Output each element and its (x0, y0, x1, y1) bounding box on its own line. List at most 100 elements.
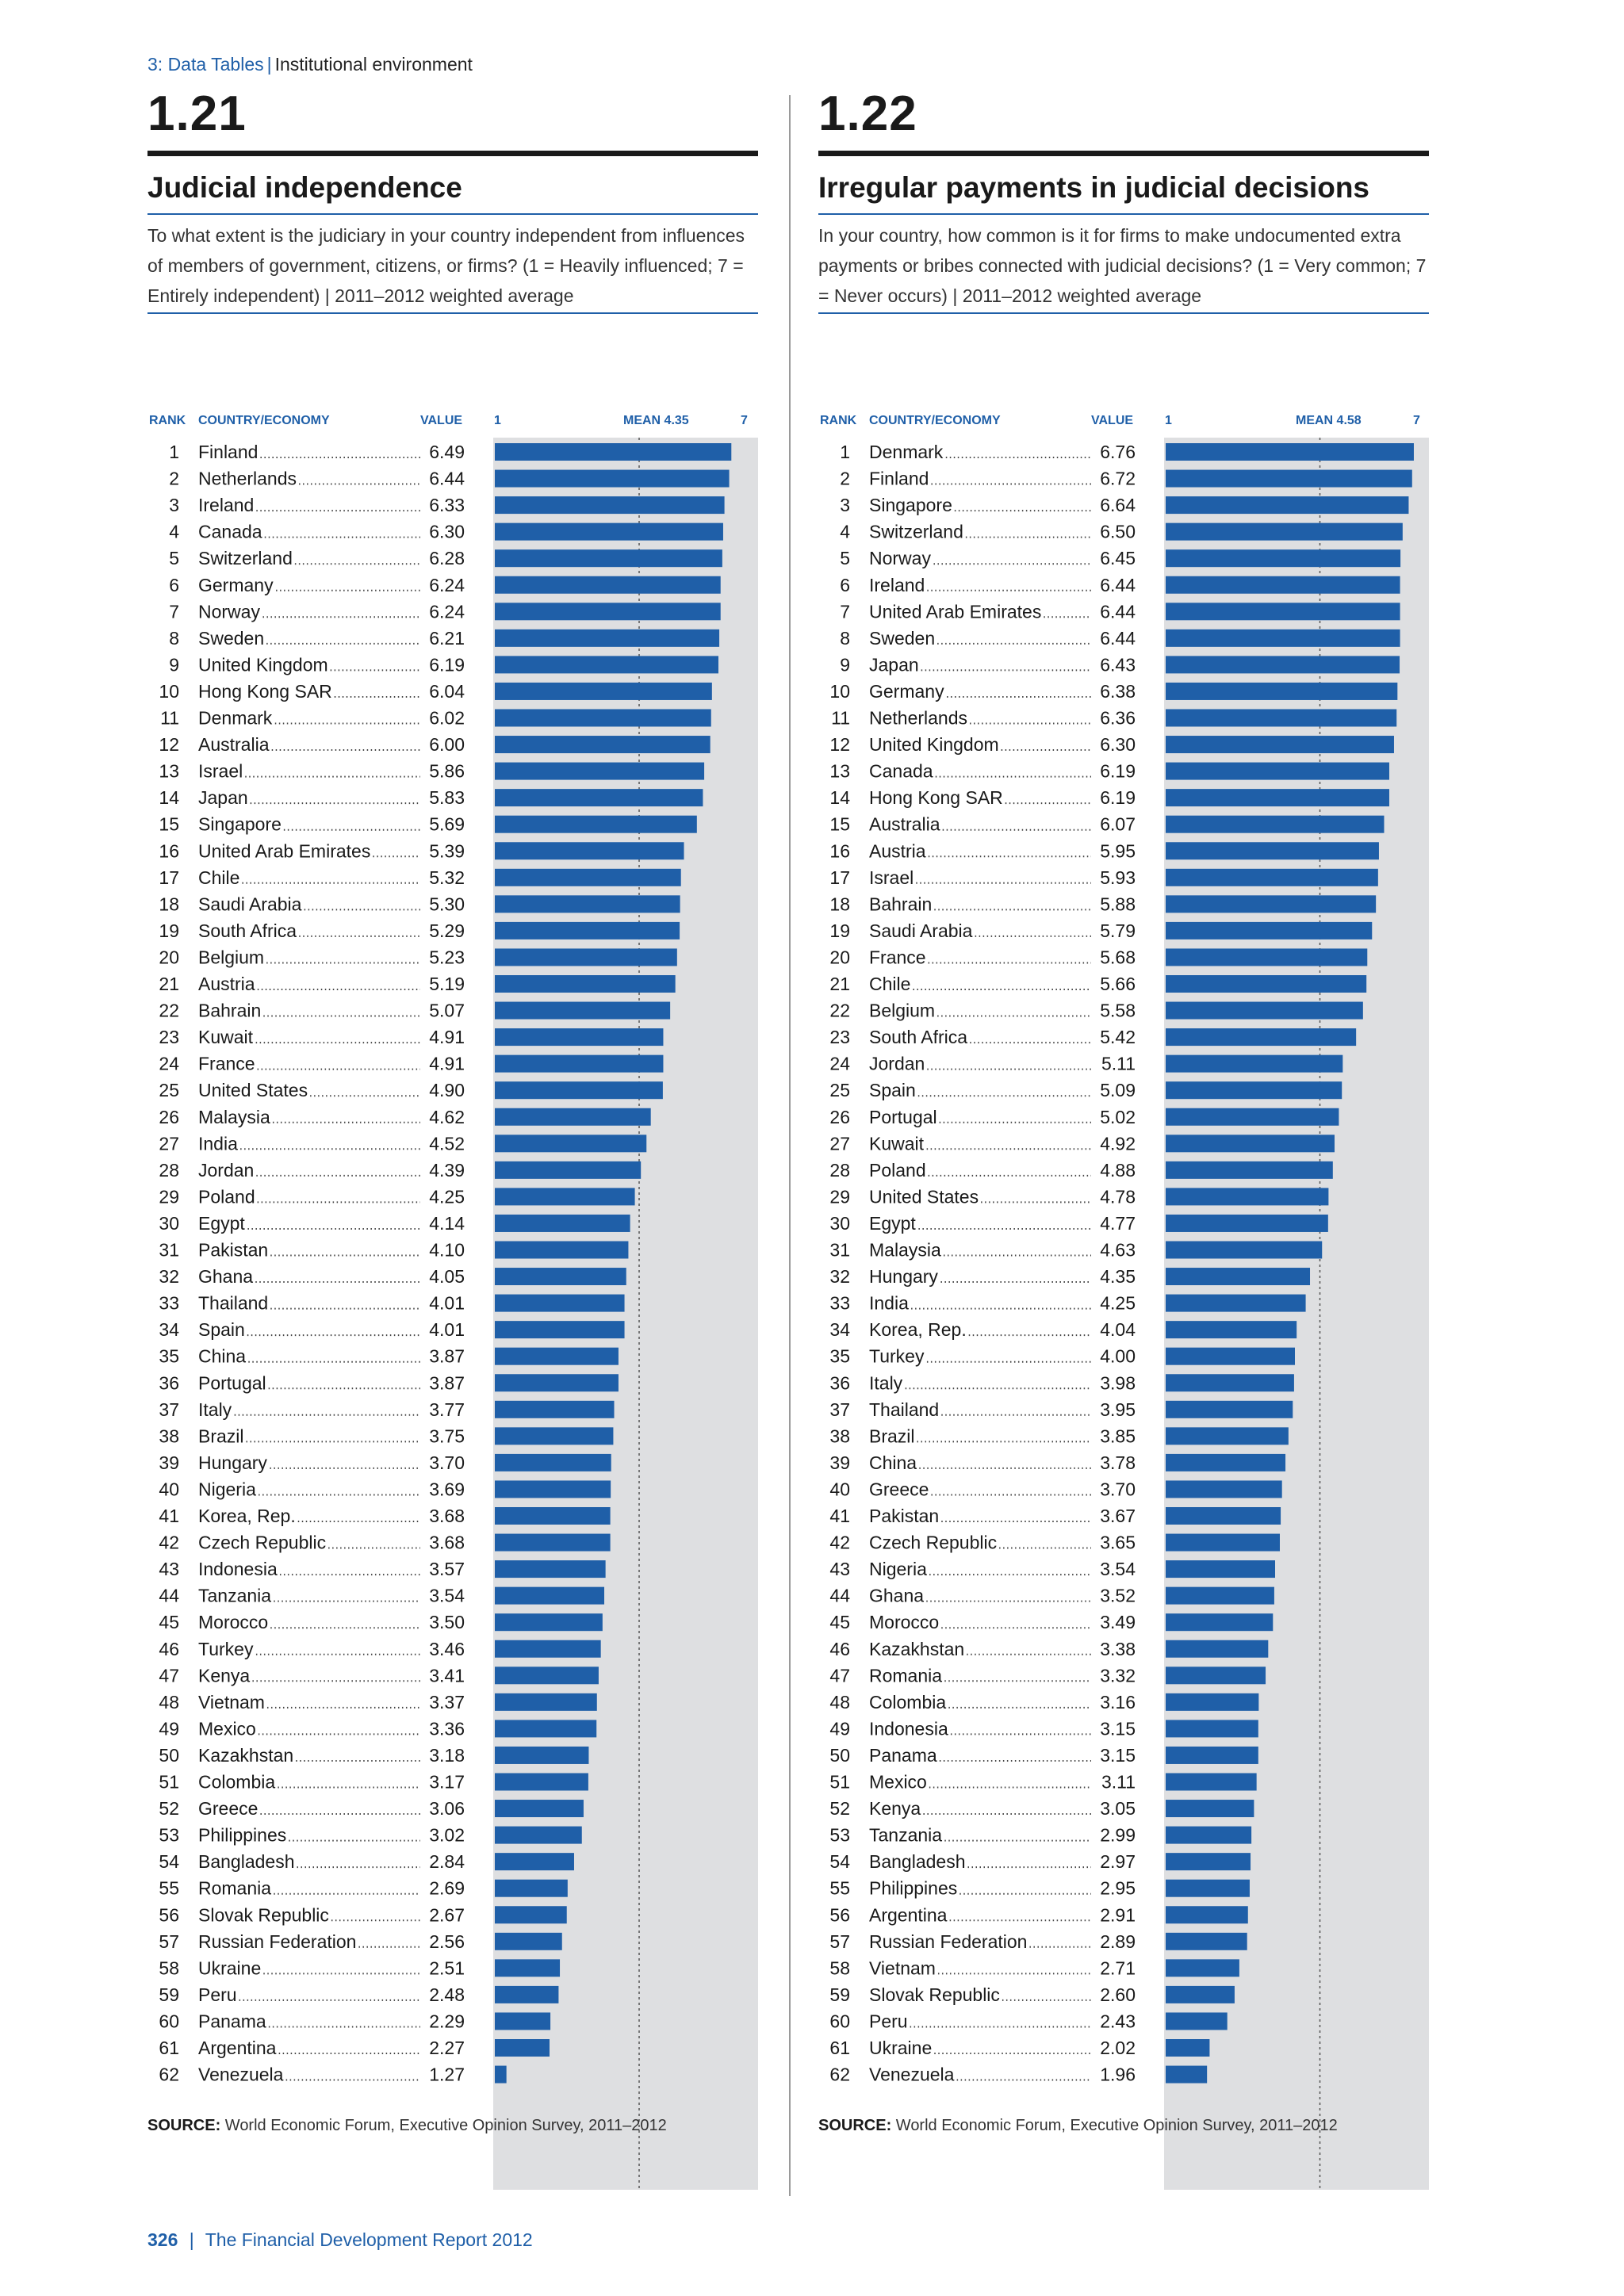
rank-label: 53 (159, 1825, 179, 1846)
value-label: 3.49 (1100, 1612, 1136, 1632)
value-label: 5.95 (1100, 840, 1136, 861)
rank-label: 4 (840, 522, 850, 542)
rank-label: 54 (159, 1851, 179, 1872)
value-label: 6.21 (429, 628, 465, 649)
rank-label: 13 (159, 761, 179, 782)
bar (1166, 1214, 1328, 1232)
value-label: 5.11 (1101, 1054, 1136, 1074)
country-label: Venezuela (198, 2064, 284, 2085)
country-label: Malaysia (198, 1107, 270, 1127)
bar (495, 1001, 671, 1020)
bar (495, 1932, 562, 1950)
chart-svg: 1 Finland 6.49 2 Netherlands 6.44 3 Ireland 6.33… (159, 438, 758, 2190)
bar (495, 1985, 559, 2003)
bar (495, 1081, 663, 1100)
bar (495, 1720, 597, 1738)
country-label: France (869, 947, 926, 967)
bar (495, 789, 703, 807)
value-label: 6.76 (1100, 442, 1136, 462)
country-label: Denmark (198, 708, 273, 729)
bar (495, 496, 725, 515)
country-label: Australia (869, 814, 940, 835)
country-label: Japan (869, 654, 919, 675)
value-label: 6.30 (429, 522, 465, 542)
country-label: Hong Kong SAR (198, 681, 332, 702)
bar (495, 1453, 611, 1471)
description-underline (818, 312, 1429, 314)
country-label: Bangladesh (198, 1851, 295, 1872)
rank-label: 57 (159, 1931, 179, 1952)
rank-label: 8 (169, 628, 179, 649)
breadcrumb-section[interactable]: 3: Data Tables (147, 54, 264, 75)
value-label: 3.16 (1100, 1692, 1136, 1712)
rank-label: 18 (829, 894, 850, 914)
rank-label: 19 (829, 920, 850, 941)
rank-label: 42 (829, 1533, 850, 1553)
value-label: 4.88 (1100, 1160, 1136, 1181)
rank-label: 12 (159, 734, 179, 755)
header-axis-min: 1 (494, 414, 501, 427)
table-1-22: 1.22 Irregular payments in judicial deci… (818, 86, 1429, 2190)
value-label: 2.27 (429, 2038, 465, 2058)
rank-label: 2 (840, 469, 850, 489)
country-label: Panama (198, 2011, 266, 2031)
country-label: Nigeria (869, 1559, 927, 1579)
bar (1166, 656, 1400, 674)
value-label: 2.84 (429, 1851, 465, 1872)
rank-label: 16 (159, 840, 179, 861)
bar (1166, 629, 1400, 647)
header-mean: MEAN 4.58 (1296, 414, 1362, 427)
bar (495, 1613, 603, 1632)
description-underline (147, 312, 758, 314)
value-label: 6.04 (429, 681, 465, 702)
bar (495, 1800, 584, 1818)
bar (495, 1906, 567, 1924)
bar (1166, 1879, 1250, 1897)
value-label: 5.39 (429, 840, 465, 861)
rank-label: 40 (159, 1479, 179, 1499)
country-label: Norway (869, 548, 931, 568)
rank-label: 53 (829, 1825, 850, 1846)
value-label: 6.44 (429, 469, 465, 489)
country-label: Singapore (869, 495, 952, 515)
bar (495, 736, 710, 754)
country-label: South Africa (198, 920, 297, 941)
value-label: 3.57 (429, 1559, 465, 1579)
country-label: Pakistan (869, 1506, 939, 1526)
bar (1166, 1985, 1235, 2003)
bar (495, 1427, 614, 1445)
rank-label: 27 (159, 1133, 179, 1154)
title-underline (147, 213, 758, 215)
country-label: India (869, 1293, 909, 1314)
value-label: 6.44 (1100, 601, 1136, 622)
country-label: Philippines (198, 1825, 286, 1846)
bar (495, 709, 711, 727)
value-label: 6.64 (1100, 495, 1136, 515)
rank-label: 50 (829, 1745, 850, 1766)
rank-label: 7 (840, 601, 850, 622)
value-label: 4.35 (1100, 1266, 1136, 1287)
bar (495, 1773, 588, 1791)
country-label: Argentina (198, 2038, 277, 2058)
country-label: United Arab Emirates (869, 601, 1041, 622)
value-label: 2.02 (1100, 2038, 1136, 2058)
country-label: Morocco (198, 1612, 268, 1632)
source-text: World Economic Forum, Executive Opinion … (895, 2117, 1338, 2134)
rank-label: 31 (159, 1240, 179, 1261)
bar (1166, 1374, 1294, 1392)
bar (495, 2039, 550, 2057)
bar (1166, 1268, 1311, 1286)
rank-label: 44 (159, 1586, 179, 1606)
rank-label: 31 (829, 1240, 850, 1261)
rank-label: 33 (829, 1293, 850, 1314)
bar (495, 656, 718, 674)
country-label: Peru (198, 1984, 237, 2005)
country-label: Panama (869, 1745, 937, 1766)
bar (1166, 1826, 1252, 1844)
value-label: 6.30 (1100, 734, 1136, 755)
bar (495, 1108, 651, 1126)
bar (1166, 682, 1398, 700)
bar (495, 1959, 561, 1977)
table-number: 1.21 (147, 86, 247, 141)
country-label: Egypt (869, 1213, 916, 1234)
